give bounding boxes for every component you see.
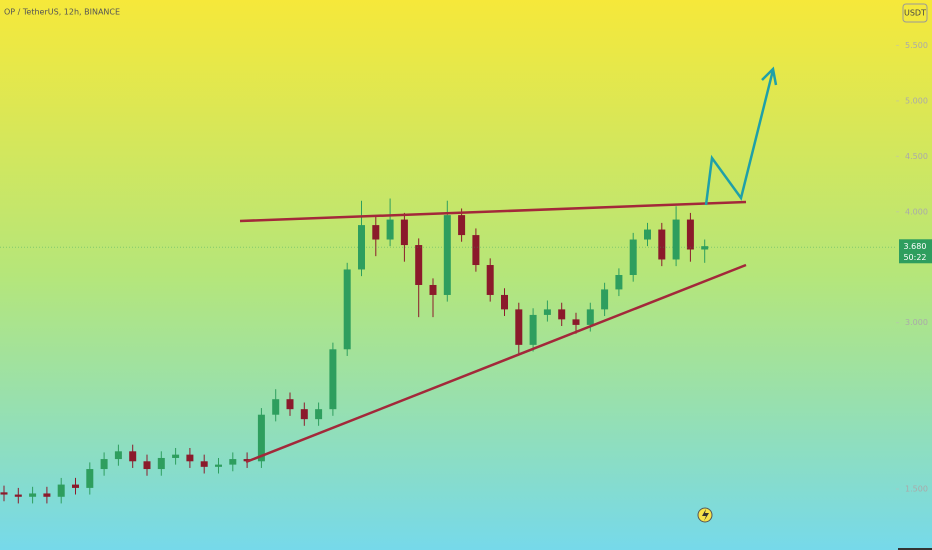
currency-box[interactable] <box>902 3 928 23</box>
candle-body <box>629 239 637 275</box>
candle-body <box>157 457 165 470</box>
candle-body <box>572 319 580 325</box>
candle-body <box>257 414 265 462</box>
candle-body <box>372 225 380 240</box>
candle-body <box>14 494 22 497</box>
candle-body <box>243 459 251 462</box>
candle-body <box>658 229 666 260</box>
candle-body <box>172 454 180 458</box>
candle-body <box>400 219 408 246</box>
candle-body <box>0 492 8 495</box>
y-tick-label: 5.500 <box>905 41 928 50</box>
candle-body <box>429 284 437 295</box>
support-line <box>245 263 747 464</box>
y-tick-label: 4.000 <box>905 207 928 216</box>
resistance-line <box>239 200 747 223</box>
candle-body <box>286 399 294 410</box>
y-tick-label: 3.000 <box>905 318 928 327</box>
candle-body <box>186 454 194 462</box>
candle-body <box>329 349 337 410</box>
candle-body <box>486 265 494 295</box>
candle-body <box>515 309 523 345</box>
candle-body <box>57 484 65 497</box>
y-tick-label: 4.500 <box>905 152 928 161</box>
candle-body <box>200 461 208 467</box>
candle-body <box>100 459 108 470</box>
countdown-label: 50:22 <box>903 253 926 262</box>
candle-body <box>43 493 51 497</box>
candle-body <box>529 314 537 345</box>
candle-body <box>129 451 137 462</box>
candle-body <box>386 219 394 240</box>
candle-body <box>114 451 122 460</box>
candle-body <box>215 464 222 467</box>
candle-body <box>601 289 609 310</box>
price-label-box <box>899 239 932 264</box>
candle-body <box>29 493 37 497</box>
chart-title: OP / TetherUS, 12h, BINANCE <box>4 8 120 17</box>
y-tick-label: 5.000 <box>905 96 928 105</box>
candle-body <box>143 461 151 470</box>
candle-body <box>443 215 451 295</box>
candle-body <box>701 246 709 250</box>
candle-body <box>458 215 466 236</box>
candle-body <box>615 275 623 290</box>
candle-body <box>558 309 566 320</box>
candle-body <box>358 225 365 270</box>
bottom-bar <box>898 548 932 550</box>
candle-body <box>543 309 551 315</box>
arrow-head <box>761 66 778 86</box>
y-tick-label: 1.500 <box>905 485 928 494</box>
candle-body <box>672 219 680 260</box>
candle-body <box>272 399 280 415</box>
candle-body <box>72 484 79 488</box>
plot-area: 1.500 3.000 4.000 4.500 5.000 5.500 <box>0 41 928 504</box>
currency-label: USDT <box>904 9 926 18</box>
price-label: 3.680 <box>904 242 927 251</box>
candle-body <box>86 469 94 488</box>
candle-body <box>472 235 480 266</box>
lightning <box>702 509 709 521</box>
candle-body <box>229 459 237 465</box>
candle-body <box>501 294 508 310</box>
candle-body <box>586 309 594 325</box>
candle-body <box>343 269 351 350</box>
candle-body <box>415 245 423 285</box>
projection-arrow <box>704 69 775 206</box>
candle-body <box>300 409 308 420</box>
candle-body <box>686 219 694 250</box>
candle-body <box>644 229 651 240</box>
candle-body <box>315 409 323 420</box>
